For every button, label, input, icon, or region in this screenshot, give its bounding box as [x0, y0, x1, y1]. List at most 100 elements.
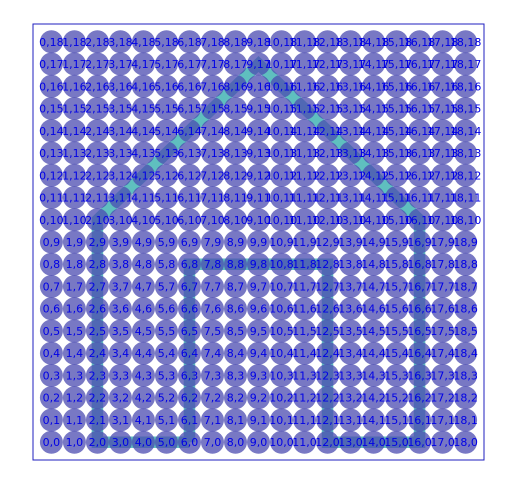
- point-label: 13,4: [338, 347, 363, 360]
- point-marker: [362, 252, 386, 276]
- point-label: 0,13: [39, 147, 64, 160]
- point-marker: [385, 163, 409, 187]
- point-label: 14,11: [358, 192, 390, 205]
- point-label: 7,15: [200, 103, 225, 116]
- point-marker: [223, 208, 247, 232]
- point-label: 12,8: [315, 258, 340, 271]
- point-label: 1,15: [62, 103, 87, 116]
- point-marker: [293, 52, 317, 76]
- point-marker: [108, 74, 132, 98]
- point-label: 12,1: [315, 414, 340, 427]
- point-marker: [339, 408, 363, 432]
- plot-frame: [32, 23, 485, 461]
- point-label: 11,14: [289, 125, 321, 138]
- point-label: 8,6: [227, 303, 245, 316]
- point-label: 5,17: [154, 58, 179, 71]
- point-marker: [154, 208, 178, 232]
- point-marker: [223, 52, 247, 76]
- point-marker: [108, 52, 132, 76]
- point-label: 5,5: [158, 325, 176, 338]
- point-marker: [85, 141, 109, 165]
- point-marker: [270, 363, 294, 387]
- point-label: 13,15: [335, 103, 367, 116]
- point-marker: [246, 119, 271, 143]
- point-label: 13,1: [338, 414, 363, 427]
- point-marker: [177, 230, 201, 254]
- point-marker: [293, 186, 317, 210]
- point-marker: [385, 30, 409, 54]
- point-marker: [316, 319, 340, 343]
- point-marker: [431, 74, 455, 98]
- point-marker: [108, 119, 132, 143]
- point-marker: [316, 230, 340, 254]
- point-marker: [270, 274, 294, 298]
- point-marker: [39, 74, 63, 98]
- point-label: 16,11: [404, 192, 436, 205]
- point-label: 18,12: [450, 169, 482, 182]
- point-label: 4,3: [135, 369, 153, 382]
- point-label: 12,9: [315, 236, 340, 249]
- point-label: 5,16: [154, 80, 179, 93]
- point-label: 5,15: [154, 103, 179, 116]
- point-label: 10,17: [266, 58, 298, 71]
- point-marker: [431, 186, 455, 210]
- point-marker: [85, 363, 109, 387]
- point-label: 8,18: [223, 36, 248, 49]
- point-marker: [316, 30, 340, 54]
- point-label: 7,2: [204, 392, 222, 405]
- point-label: 4,15: [131, 103, 156, 116]
- point-label: 0,9: [43, 236, 61, 249]
- point-marker: [108, 363, 132, 387]
- point-label: 10,15: [266, 103, 298, 116]
- point-marker: [39, 408, 63, 432]
- point-label: 5,18: [154, 36, 179, 49]
- point-marker: [362, 119, 386, 143]
- point-marker: [385, 208, 409, 232]
- point-marker: [431, 408, 455, 432]
- point-marker: [431, 52, 455, 76]
- point-marker: [385, 319, 409, 343]
- point-marker: [339, 341, 363, 365]
- point-marker: [85, 52, 109, 76]
- point-marker: [339, 163, 363, 187]
- point-label: 9,4: [250, 347, 268, 360]
- point-marker: [339, 297, 363, 321]
- point-label: 17,13: [427, 147, 459, 160]
- point-marker: [385, 141, 409, 165]
- point-marker: [293, 208, 317, 232]
- point-label: 9,8: [250, 258, 268, 271]
- point-label: 5,9: [158, 236, 176, 249]
- point-marker: [293, 430, 317, 454]
- point-label: 18,15: [450, 103, 482, 116]
- point-label: 6,7: [181, 280, 199, 293]
- point-label: 14,6: [361, 303, 386, 316]
- point-label: 6,14: [177, 125, 202, 138]
- point-label: 10,12: [266, 169, 298, 182]
- point-marker: [177, 252, 201, 276]
- point-label: 18,7: [453, 280, 478, 293]
- point-label: 15,14: [381, 125, 413, 138]
- point-marker: [177, 274, 201, 298]
- point-marker: [200, 141, 224, 165]
- point-label: 1,13: [62, 147, 87, 160]
- point-label: 14,15: [358, 103, 390, 116]
- point-marker: [223, 341, 247, 365]
- point-label: 14,14: [358, 125, 390, 138]
- point-label: 6,15: [177, 103, 202, 116]
- point-label: 5,11: [154, 192, 179, 205]
- point-marker: [108, 208, 132, 232]
- point-label: 18,6: [453, 303, 478, 316]
- point-label: 16,14: [404, 125, 436, 138]
- point-label: 18,0: [453, 436, 478, 449]
- point-label: 10,4: [269, 347, 294, 360]
- point-marker: [131, 274, 155, 298]
- point-label: 3,0: [112, 436, 130, 449]
- point-label: 6,18: [177, 36, 202, 49]
- point-label: 18,10: [450, 214, 482, 227]
- point-marker: [385, 408, 409, 432]
- point-marker: [154, 408, 178, 432]
- point-marker: [154, 52, 178, 76]
- point-marker: [339, 74, 363, 98]
- point-label: 3,8: [112, 258, 130, 271]
- point-marker: [362, 30, 386, 54]
